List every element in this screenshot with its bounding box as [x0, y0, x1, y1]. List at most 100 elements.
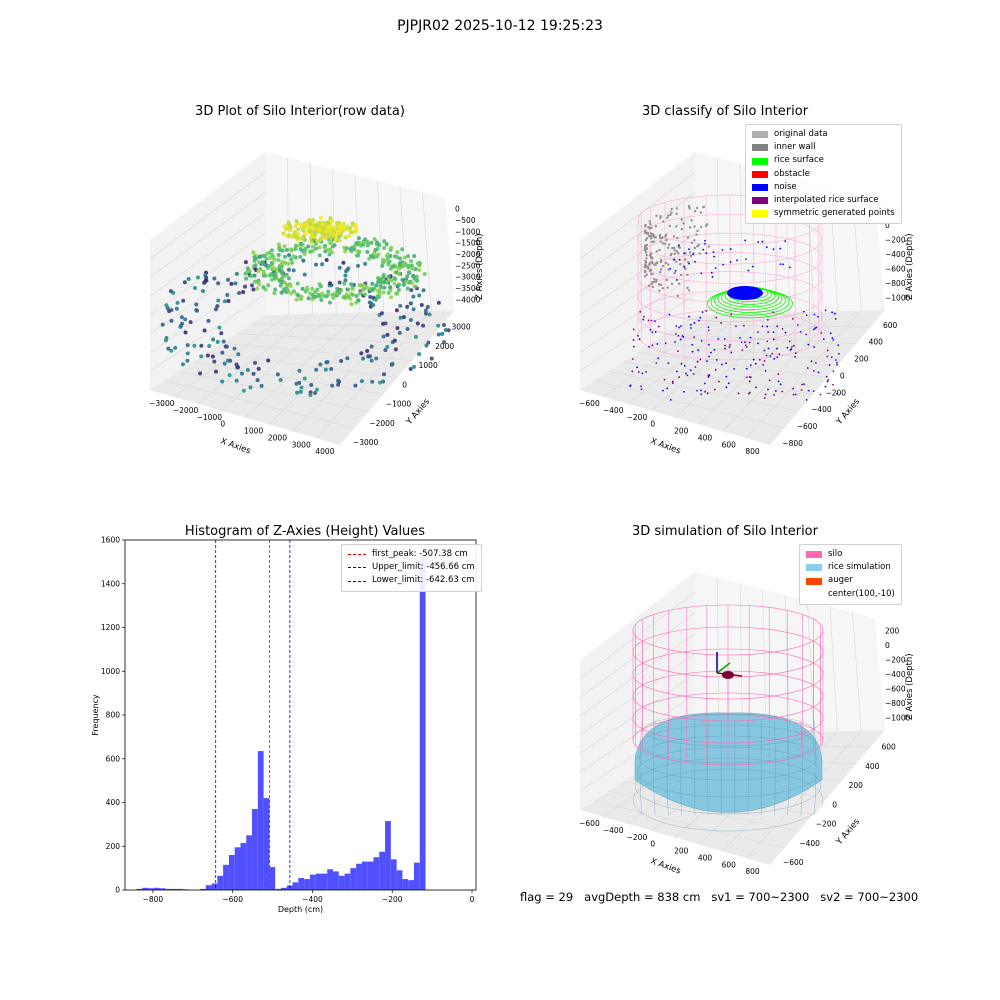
- data-point: [336, 382, 341, 387]
- data-point: [353, 383, 358, 388]
- data-point: [436, 300, 441, 305]
- data-point: [309, 239, 314, 244]
- inner-wall-point: [693, 239, 696, 242]
- interpolated-point: [678, 326, 680, 329]
- interpolated-point: [700, 393, 703, 396]
- interpolated-point: [631, 370, 634, 373]
- data-point: [345, 356, 350, 361]
- interpolated-point: [833, 312, 836, 315]
- data-point: [302, 272, 307, 277]
- inner-wall-point: [663, 242, 667, 246]
- noise-point: [722, 263, 725, 266]
- interpolated-point: [805, 398, 808, 401]
- left-pane: [150, 152, 265, 390]
- inner-wall-point: [673, 252, 676, 255]
- interpolated-point: [662, 389, 664, 392]
- data-point: [225, 293, 230, 298]
- z-tick-label: 200: [885, 626, 900, 635]
- interpolated-point: [777, 380, 780, 383]
- data-point: [288, 225, 293, 230]
- y-tick-label: 400: [869, 338, 884, 347]
- data-point: [337, 265, 342, 270]
- data-point: [186, 277, 191, 282]
- data-point: [369, 358, 374, 363]
- data-point: [421, 323, 426, 328]
- noise-point: [683, 252, 685, 255]
- data-point: [287, 233, 292, 238]
- data-point: [212, 359, 217, 364]
- interpolated-point: [653, 320, 656, 322]
- data-point: [365, 249, 370, 254]
- interpolated-point: [815, 326, 818, 329]
- data-point: [160, 322, 165, 327]
- grid-line: [149, 253, 266, 334]
- z-axis-label: Z Axies (Depth): [905, 233, 915, 300]
- x-axis-label: Depth (cm): [278, 905, 323, 914]
- interpolated-point: [636, 366, 638, 369]
- data-point: [233, 281, 238, 286]
- data-point: [293, 224, 298, 229]
- axes-3d: −3000−2000−100001000200030004000−3000−20…: [149, 152, 485, 457]
- histogram-bar: [228, 855, 235, 890]
- grid-line: [149, 294, 266, 372]
- data-point: [212, 276, 217, 281]
- data-point: [301, 258, 306, 263]
- inner-wall-point: [665, 278, 669, 282]
- inner-wall-point: [707, 245, 710, 248]
- data-point: [326, 248, 331, 253]
- noise-point: [721, 249, 724, 251]
- mesh-line: [813, 720, 817, 816]
- grid-line: [149, 192, 266, 278]
- x-tick-label: 800: [745, 447, 760, 456]
- data-point: [281, 231, 286, 236]
- interpolated-point: [805, 333, 808, 336]
- inner-wall-point: [670, 211, 673, 214]
- data-point: [312, 226, 317, 231]
- data-point: [267, 273, 272, 278]
- data-point: [381, 379, 386, 384]
- inner-wall-point: [644, 269, 647, 273]
- data-point: [359, 351, 364, 356]
- data-point: [389, 295, 394, 300]
- data-point: [192, 343, 197, 348]
- data-point: [323, 229, 328, 234]
- interpolated-point: [698, 319, 700, 322]
- histogram-bar: [338, 875, 345, 890]
- data-point: [248, 385, 253, 390]
- data-point: [386, 274, 391, 279]
- inner-wall-point: [656, 261, 659, 264]
- data-point: [385, 332, 390, 337]
- data-point: [377, 242, 382, 247]
- data-point: [440, 331, 445, 336]
- data-point: [243, 260, 248, 265]
- data-point: [371, 255, 376, 260]
- data-point: [173, 345, 178, 350]
- axes-3d: −600−400−2000200400600800−600−400−200020…: [579, 572, 915, 877]
- interpolated-point: [693, 336, 696, 339]
- interpolated-point: [724, 344, 726, 347]
- interpolated-point: [784, 331, 787, 334]
- data-point: [269, 248, 274, 253]
- histogram-bar: [327, 869, 334, 890]
- data-point: [296, 227, 301, 232]
- histogram-legend: first_peak: -507.38 cm Upper_limit: -456…: [341, 544, 482, 592]
- data-point: [302, 251, 307, 256]
- x-tick-label: −400: [603, 826, 624, 835]
- data-point: [304, 285, 309, 290]
- grid-line: [149, 233, 266, 316]
- interpolated-point: [648, 345, 650, 348]
- data-point: [375, 293, 380, 298]
- interpolated-point: [713, 388, 716, 391]
- interpolated-point: [650, 319, 653, 322]
- data-point: [319, 297, 324, 302]
- back-pane: [695, 572, 885, 735]
- data-point: [411, 307, 416, 312]
- y-tick-label: 600: [106, 754, 121, 763]
- interpolated-point: [699, 389, 702, 392]
- data-point: [363, 237, 368, 242]
- data-point: [292, 230, 297, 235]
- histogram-bar: [223, 864, 229, 890]
- x-tick-label: −3000: [149, 399, 175, 408]
- grid-line: [722, 311, 838, 432]
- data-point: [436, 332, 441, 337]
